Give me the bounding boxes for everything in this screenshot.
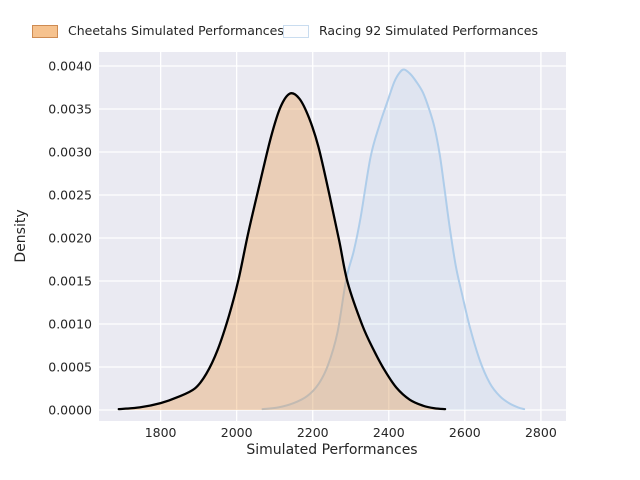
y-tick-label: 0.0015 [48, 273, 92, 288]
x-tick-label: 2600 [449, 425, 481, 440]
cheetahs-legend-label: Cheetahs Simulated Performances [68, 23, 284, 39]
cheetahs-swatch-icon [32, 25, 58, 38]
y-tick-label: 0.0020 [48, 230, 92, 245]
density-curve-racing92 [261, 68, 526, 411]
density-curve-cheetahs [117, 92, 447, 411]
y-tick-label: 0.0000 [48, 402, 92, 417]
y-tick-label: 0.0030 [48, 144, 92, 159]
y-tick-label: 0.0040 [48, 58, 92, 73]
x-tick-label: 2400 [373, 425, 405, 440]
racing92-swatch-icon [283, 25, 309, 38]
legend-item-racing92: Racing 92 Simulated Performances [283, 25, 538, 38]
y-tick-label: 0.0035 [48, 101, 92, 116]
x-tick-label: 2200 [297, 425, 329, 440]
racing92-legend-label: Racing 92 Simulated Performances [319, 23, 538, 39]
x-tick-label: 2000 [221, 425, 253, 440]
y-axis-label: Density [13, 209, 29, 263]
plot-area [99, 52, 566, 421]
density-fill-racing92 [262, 69, 525, 410]
y-tick-label: 0.0010 [48, 316, 92, 331]
y-tick-label: 0.0025 [48, 187, 92, 202]
y-tick-label: 0.0005 [48, 359, 92, 374]
x-tick-label: 2800 [525, 425, 557, 440]
x-tick-label: 1800 [145, 425, 177, 440]
legend-item-cheetahs: Cheetahs Simulated Performances [32, 25, 284, 38]
x-axis-label: Simulated Performances [246, 442, 418, 458]
